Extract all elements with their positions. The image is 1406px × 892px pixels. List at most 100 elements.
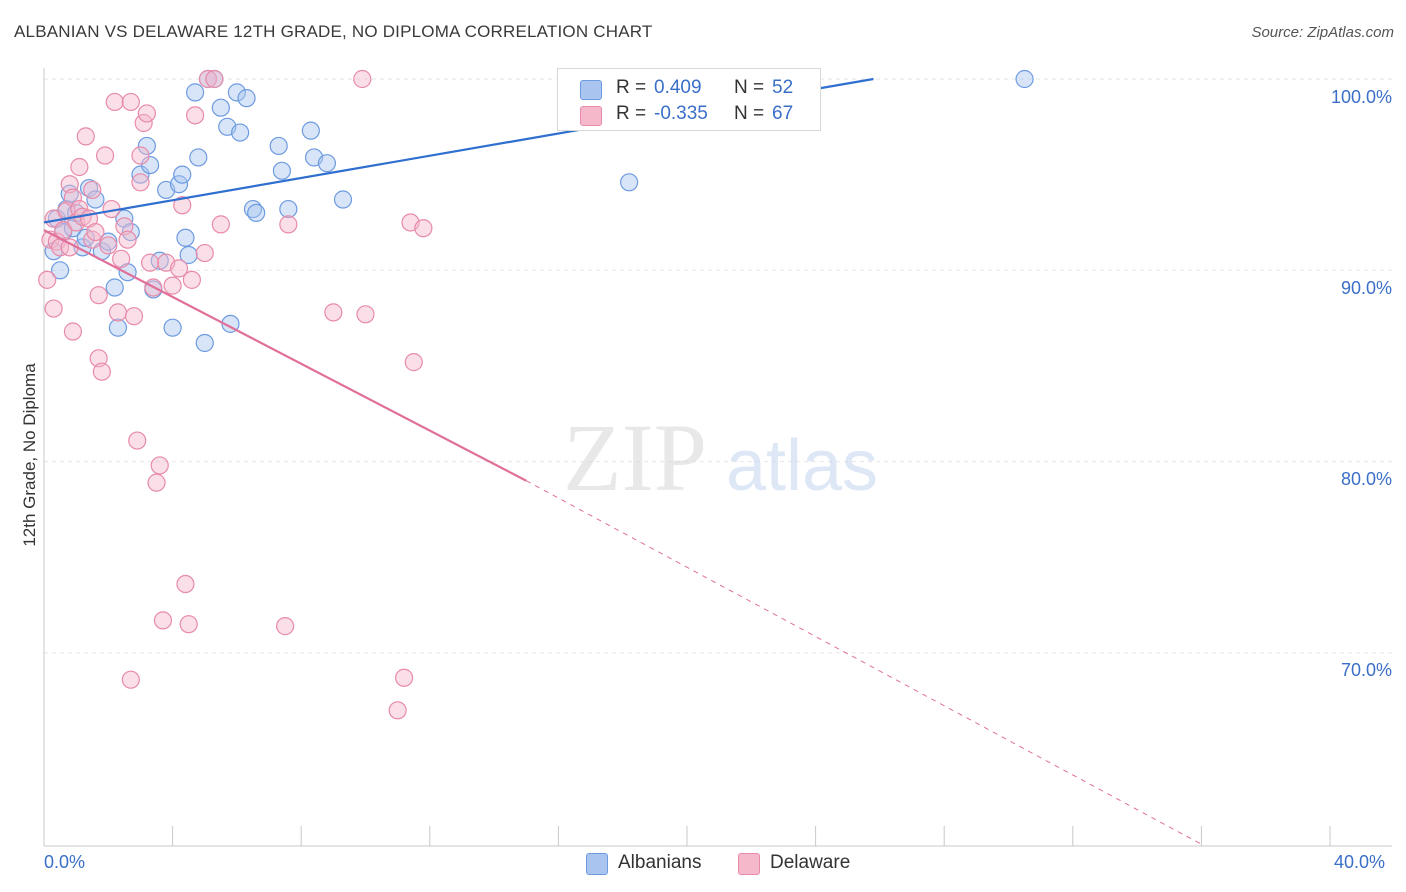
delaware-point <box>388 701 407 720</box>
y-tick-label-90: 90.0% <box>1340 278 1392 298</box>
albanians-point <box>269 136 288 156</box>
y-tick-label-70: 70.0% <box>1340 660 1392 680</box>
delaware-point <box>394 668 414 687</box>
delaware-point <box>60 175 79 194</box>
points-layer <box>38 69 1034 720</box>
albanians-point <box>176 228 195 247</box>
delaware-point <box>353 69 372 89</box>
albanians-point <box>272 161 292 180</box>
albanians-point <box>137 136 156 156</box>
albanians-point <box>140 155 160 175</box>
legend-label-delaware: Delaware <box>770 852 851 873</box>
legend-n-label: N = <box>734 77 765 98</box>
delaware-point <box>211 215 230 234</box>
delaware-point <box>195 243 214 263</box>
delaware-point <box>356 305 375 324</box>
delaware-point <box>121 670 140 689</box>
delaware-point <box>99 236 118 255</box>
delaware-point <box>176 574 195 594</box>
delaware-point <box>153 611 173 630</box>
delaware-point <box>131 173 150 192</box>
delaware-point <box>83 180 102 200</box>
legend-swatch-blue <box>586 853 608 875</box>
delaware-point <box>108 303 128 322</box>
delaware-point <box>276 617 295 636</box>
delaware-point <box>38 270 57 289</box>
y-tick-label-100: 100.0% <box>1330 87 1392 107</box>
albanians-point <box>163 318 182 337</box>
albanians-point <box>86 190 105 209</box>
legend-r-value: 0.409 <box>654 77 702 98</box>
delaware-point <box>414 219 433 238</box>
delaware-point <box>137 104 156 123</box>
delaware-point <box>169 259 189 278</box>
legend-r-label: R = <box>616 103 647 124</box>
delaware-point <box>147 473 166 492</box>
delaware-point <box>86 222 105 242</box>
delaware-trend-line <box>43 229 527 482</box>
albanians-point <box>620 173 639 192</box>
x-tick-label-min: 0.0% <box>44 852 86 872</box>
y-tick-label-80: 80.0% <box>1340 469 1392 489</box>
albanians-point <box>76 228 95 247</box>
delaware-point <box>63 188 83 207</box>
albanians-point <box>186 83 205 102</box>
albanians-point <box>179 245 198 265</box>
delaware-point <box>115 217 134 236</box>
delaware-point <box>205 69 224 89</box>
delaware-point <box>131 146 150 165</box>
delaware-point <box>182 270 201 289</box>
delaware-point <box>92 362 111 381</box>
delaware-point <box>128 431 147 450</box>
legend-swatch-blue <box>580 80 602 100</box>
chart-source: Source: ZipAtlas.com <box>1251 24 1394 41</box>
albanians-point <box>231 123 250 142</box>
albanians-point <box>279 199 298 219</box>
delaware-point <box>198 69 218 89</box>
albanians-point <box>1015 69 1034 89</box>
delaware-point <box>63 322 83 341</box>
legend-n-value: 52 <box>772 77 794 98</box>
albanians-point <box>99 232 118 251</box>
delaware-point <box>173 196 192 215</box>
albanians-point <box>247 203 266 223</box>
chart-title: ALBANIAN VS DELAWARE 12TH GRADE, NO DIPL… <box>14 22 653 41</box>
legend-r-label: R = <box>616 77 647 98</box>
albanians-point <box>108 318 128 337</box>
albanians-point <box>237 89 256 108</box>
legend-n-value: 67 <box>772 103 794 124</box>
delaware-point <box>150 456 169 475</box>
watermark-atlas: atlas <box>726 426 878 506</box>
delaware-point <box>118 230 137 249</box>
albanians-point <box>317 154 337 173</box>
albanians-point <box>189 148 208 167</box>
delaware-point <box>112 249 131 268</box>
delaware-point <box>89 286 108 305</box>
delaware-point <box>95 146 115 165</box>
watermark-zip: ZIP <box>563 404 707 511</box>
delaware-point <box>279 215 298 234</box>
albanians-point <box>195 333 214 353</box>
legend-swatch-pink <box>738 853 760 875</box>
albanians-point <box>169 175 189 194</box>
delaware-point <box>44 299 63 318</box>
albanians-point <box>131 165 150 184</box>
x-tick-label-max: 40.0% <box>1334 852 1386 872</box>
grid-layer <box>44 78 1392 654</box>
delaware-point <box>76 127 95 146</box>
albanians-point <box>301 121 320 140</box>
albanians-point <box>333 190 353 209</box>
legend-swatch-pink <box>580 106 602 126</box>
legend-r-value: -0.335 <box>654 103 708 124</box>
delaware-point <box>70 157 89 177</box>
delaware-point <box>163 276 182 295</box>
delaware-point <box>105 92 124 112</box>
delaware-point <box>124 307 144 326</box>
delaware-point <box>324 303 343 322</box>
legend-label-albanians: Albanians <box>618 852 702 873</box>
albanians-point <box>50 261 70 280</box>
correlation-legend: R = 0.409 N = 52 R = -0.335 N = 67 <box>557 68 821 131</box>
legend-n-label: N = <box>734 103 765 124</box>
delaware-point <box>134 113 153 133</box>
